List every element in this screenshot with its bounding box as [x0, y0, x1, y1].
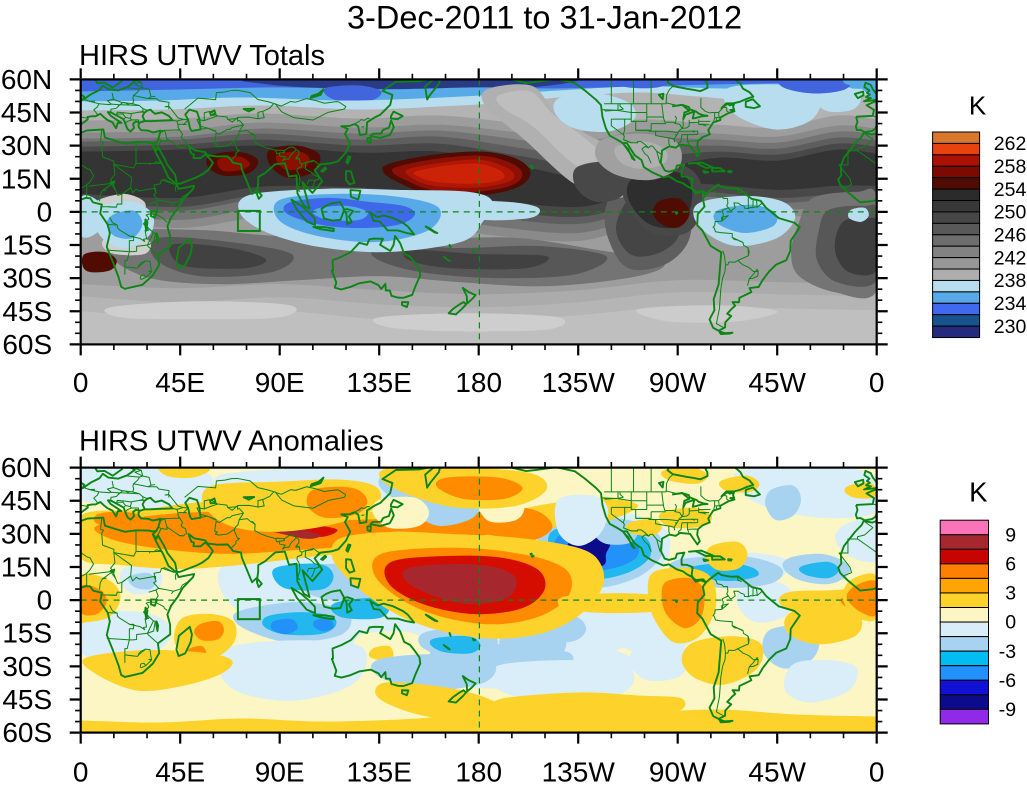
- svg-text:45S: 45S: [2, 684, 52, 715]
- svg-text:230: 230: [994, 316, 1027, 338]
- svg-text:0: 0: [1005, 612, 1016, 634]
- svg-text:90W: 90W: [649, 367, 707, 398]
- svg-text:234: 234: [994, 293, 1027, 315]
- svg-text:90E: 90E: [255, 757, 305, 785]
- svg-text:0: 0: [37, 585, 53, 616]
- svg-text:45S: 45S: [2, 296, 52, 327]
- svg-text:6: 6: [1005, 554, 1016, 576]
- svg-text:135E: 135E: [346, 757, 411, 785]
- svg-text:HIRS UTWV Anomalies: HIRS UTWV Anomalies: [79, 426, 384, 458]
- svg-text:3: 3: [1005, 583, 1016, 605]
- svg-text:0: 0: [73, 757, 89, 785]
- svg-text:135W: 135W: [542, 367, 616, 398]
- svg-text:90W: 90W: [649, 757, 707, 785]
- svg-text:262: 262: [994, 133, 1027, 155]
- svg-text:0: 0: [869, 757, 885, 785]
- svg-text:45W: 45W: [748, 367, 806, 398]
- svg-text:HIRS UTWV Totals: HIRS UTWV Totals: [79, 40, 325, 72]
- svg-text:45W: 45W: [748, 757, 806, 785]
- svg-text:45E: 45E: [155, 367, 205, 398]
- svg-text:135W: 135W: [542, 757, 616, 785]
- svg-text:-9: -9: [999, 699, 1016, 721]
- svg-text:60N: 60N: [1, 452, 52, 483]
- svg-text:30N: 30N: [1, 130, 52, 161]
- svg-text:180: 180: [455, 757, 502, 785]
- svg-text:0: 0: [73, 367, 89, 398]
- svg-text:60N: 60N: [1, 64, 52, 95]
- svg-text:0: 0: [37, 196, 53, 227]
- svg-text:-6: -6: [999, 670, 1016, 692]
- svg-text:15S: 15S: [2, 618, 52, 649]
- svg-text:45N: 45N: [1, 485, 52, 516]
- svg-text:45E: 45E: [155, 757, 205, 785]
- svg-text:K: K: [969, 477, 988, 508]
- svg-text:254: 254: [994, 179, 1027, 201]
- svg-text:15S: 15S: [2, 230, 52, 261]
- svg-text:30S: 30S: [2, 651, 52, 682]
- svg-text:-3: -3: [999, 641, 1016, 663]
- svg-text:60S: 60S: [2, 717, 52, 748]
- svg-text:15N: 15N: [1, 163, 52, 194]
- svg-text:15N: 15N: [1, 552, 52, 583]
- svg-text:250: 250: [994, 202, 1027, 224]
- svg-text:0: 0: [869, 367, 885, 398]
- svg-text:9: 9: [1005, 525, 1016, 547]
- svg-text:180: 180: [455, 367, 502, 398]
- svg-text:30S: 30S: [2, 263, 52, 294]
- svg-text:238: 238: [994, 270, 1027, 292]
- svg-text:135E: 135E: [346, 367, 411, 398]
- svg-text:246: 246: [994, 225, 1027, 247]
- svg-text:30N: 30N: [1, 518, 52, 549]
- svg-text:242: 242: [994, 247, 1027, 269]
- svg-text:258: 258: [994, 156, 1027, 178]
- svg-text:K: K: [969, 91, 987, 121]
- svg-text:60S: 60S: [2, 329, 52, 360]
- svg-text:3-Dec-2011 to 31-Jan-2012: 3-Dec-2011 to 31-Jan-2012: [347, 0, 742, 36]
- svg-text:45N: 45N: [1, 97, 52, 128]
- svg-text:90E: 90E: [255, 367, 305, 398]
